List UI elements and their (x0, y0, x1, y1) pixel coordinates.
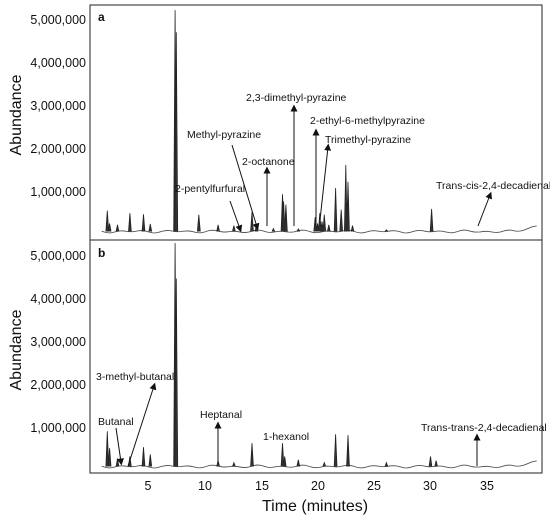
peak (296, 228, 301, 232)
peak (384, 229, 389, 232)
annotation-label: Heptanal (200, 409, 242, 421)
peak (344, 164, 348, 232)
peak (216, 224, 220, 232)
x-ticks: 5 10 15 20 25 30 35 (145, 479, 494, 493)
peak (346, 435, 350, 467)
annotation-arrow (477, 191, 493, 227)
chromatogram-trace-b (101, 242, 537, 469)
peak (284, 204, 288, 232)
peak (384, 461, 389, 467)
y-tick-label: 3,000,000 (30, 335, 86, 349)
annotation-label: Butanal (98, 416, 134, 428)
y-tick-label: 1,000,000 (30, 421, 86, 435)
y-ticks-b: 1,000,000 2,000,000 3,000,000 4,000,000 … (30, 249, 86, 435)
peak (350, 225, 355, 232)
x-tick-label: 15 (255, 479, 269, 493)
x-axis-label: Time (minutes) (262, 498, 368, 515)
peak (174, 32, 179, 232)
peak (232, 225, 236, 232)
peak (333, 434, 338, 467)
annotation-arrow (127, 382, 157, 467)
x-tick-label: 30 (423, 479, 437, 493)
peak (115, 224, 120, 232)
peak (141, 447, 146, 467)
annotation-arrow (115, 427, 124, 466)
peak (322, 214, 327, 232)
peak (346, 181, 350, 232)
peak (333, 187, 338, 232)
peak (105, 210, 110, 232)
y-tick-label: 3,000,000 (30, 99, 86, 113)
annotation-label: 2-ethyl-6-methylpyrazine (310, 115, 425, 127)
peak (428, 456, 433, 467)
x-tick-label: 10 (198, 479, 212, 493)
annotation-label: 1-hexanol (263, 431, 309, 443)
panel-b-frame (89, 239, 543, 474)
chromatogram-trace-a (101, 10, 537, 234)
peak (429, 208, 434, 232)
annotation-label: Methyl-pyrazine (187, 129, 261, 141)
y-axis-label-b: Abundance (8, 309, 25, 390)
y-axis-label-a: Abundance (8, 74, 25, 155)
peak (281, 201, 286, 232)
peak (280, 443, 285, 467)
y-tick-label: 1,000,000 (30, 185, 86, 199)
peak (271, 227, 276, 232)
annotation-label: Trans-trans-2,4-decadienal (421, 422, 547, 434)
y-tick-label: 5,000,000 (30, 13, 86, 27)
annotation-label: 2,3-dimethyl-pyrazine (246, 92, 347, 104)
annotation-arrow (231, 144, 260, 231)
peak (107, 223, 112, 232)
peak (128, 213, 132, 232)
y-tick-label: 5,000,000 (30, 249, 86, 263)
x-tick-label: 25 (367, 479, 381, 493)
x-tick-label: 35 (480, 479, 494, 493)
y-tick-label: 4,000,000 (30, 56, 86, 70)
peak (115, 458, 120, 467)
peak (105, 431, 110, 467)
annotations-b: 3-methyl-butanal Butanal Heptanal 1-hexa… (96, 371, 547, 467)
peak (197, 214, 201, 232)
x-tick-label: 20 (311, 479, 325, 493)
peak (148, 223, 153, 232)
x-tick-label: 5 (145, 479, 152, 493)
peak (232, 461, 236, 467)
peak (141, 214, 146, 232)
annotations-a: 2-pentylfurfural Methyl-pyrazine 2-octan… (175, 92, 550, 233)
annotation-arrow (229, 200, 243, 233)
peak (107, 448, 112, 467)
baseline (101, 460, 537, 469)
peak (322, 461, 327, 467)
panel-label-b: b (98, 246, 105, 260)
peak (434, 460, 438, 467)
annotation-label: Trimethyl-pyrazine (325, 134, 411, 146)
annotation-arrow (319, 143, 332, 221)
y-tick-label: 2,000,000 (30, 142, 86, 156)
peak (313, 217, 317, 232)
annotation-label: 3-methyl-butanal (96, 371, 174, 383)
annotation-label: Trans-cis-2,4-decadienal (436, 180, 550, 192)
y-tick-label: 4,000,000 (30, 292, 86, 306)
peak (339, 209, 343, 232)
peak (296, 459, 301, 467)
panel-label-a: a (98, 10, 105, 24)
y-tick-label: 2,000,000 (30, 378, 86, 392)
peak (327, 224, 331, 232)
y-ticks-a: 1,000,000 2,000,000 3,000,000 4,000,000 … (30, 13, 86, 199)
peak (174, 278, 179, 467)
peak (148, 454, 153, 467)
peak (318, 213, 322, 232)
annotation-label: 2-octanone (242, 156, 295, 168)
annotation-label: 2-pentylfurfural (175, 183, 245, 195)
peak (250, 443, 254, 467)
peak (282, 456, 287, 467)
